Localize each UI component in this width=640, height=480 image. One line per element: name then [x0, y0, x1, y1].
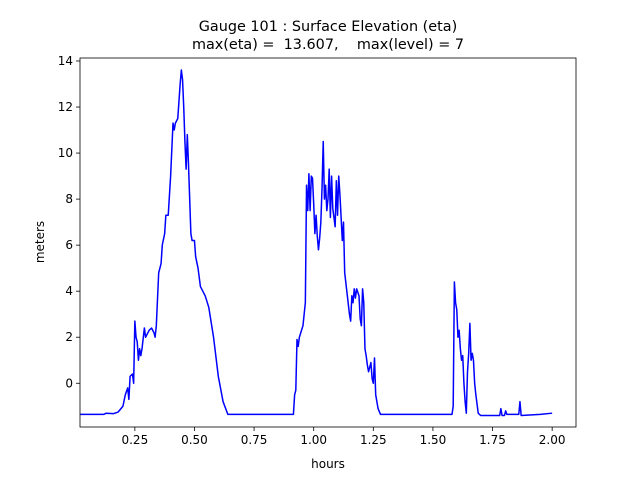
- y-tick-label: 14: [58, 54, 73, 68]
- y-axis-label: meters: [33, 221, 47, 263]
- x-tick-label: 1.75: [479, 433, 506, 447]
- x-tick-label: 0.50: [181, 433, 208, 447]
- y-tick-label: 12: [58, 100, 73, 114]
- y-tick-label: 8: [65, 192, 73, 206]
- y-tick-label: 2: [65, 330, 73, 344]
- x-tick-label: 1.50: [420, 433, 447, 447]
- chart-title: Gauge 101 : Surface Elevation (eta): [199, 19, 457, 35]
- y-tick-label: 0: [65, 376, 73, 390]
- x-tick-label: 1.25: [360, 433, 387, 447]
- y-tick-label: 6: [65, 238, 73, 252]
- chart-subtitle: max(eta) = 13.607, max(level) = 7: [192, 37, 464, 53]
- x-tick-label: 0.75: [241, 433, 268, 447]
- y-tick-label: 4: [65, 284, 73, 298]
- data-line: [80, 69, 553, 417]
- x-tick-label: 1.00: [300, 433, 327, 447]
- x-axis-label: hours: [311, 457, 345, 471]
- plot-frame: [79, 57, 577, 428]
- x-tick-label: 0.25: [121, 433, 148, 447]
- y-tick-label: 10: [58, 146, 73, 160]
- x-tick-label: 2.00: [539, 433, 566, 447]
